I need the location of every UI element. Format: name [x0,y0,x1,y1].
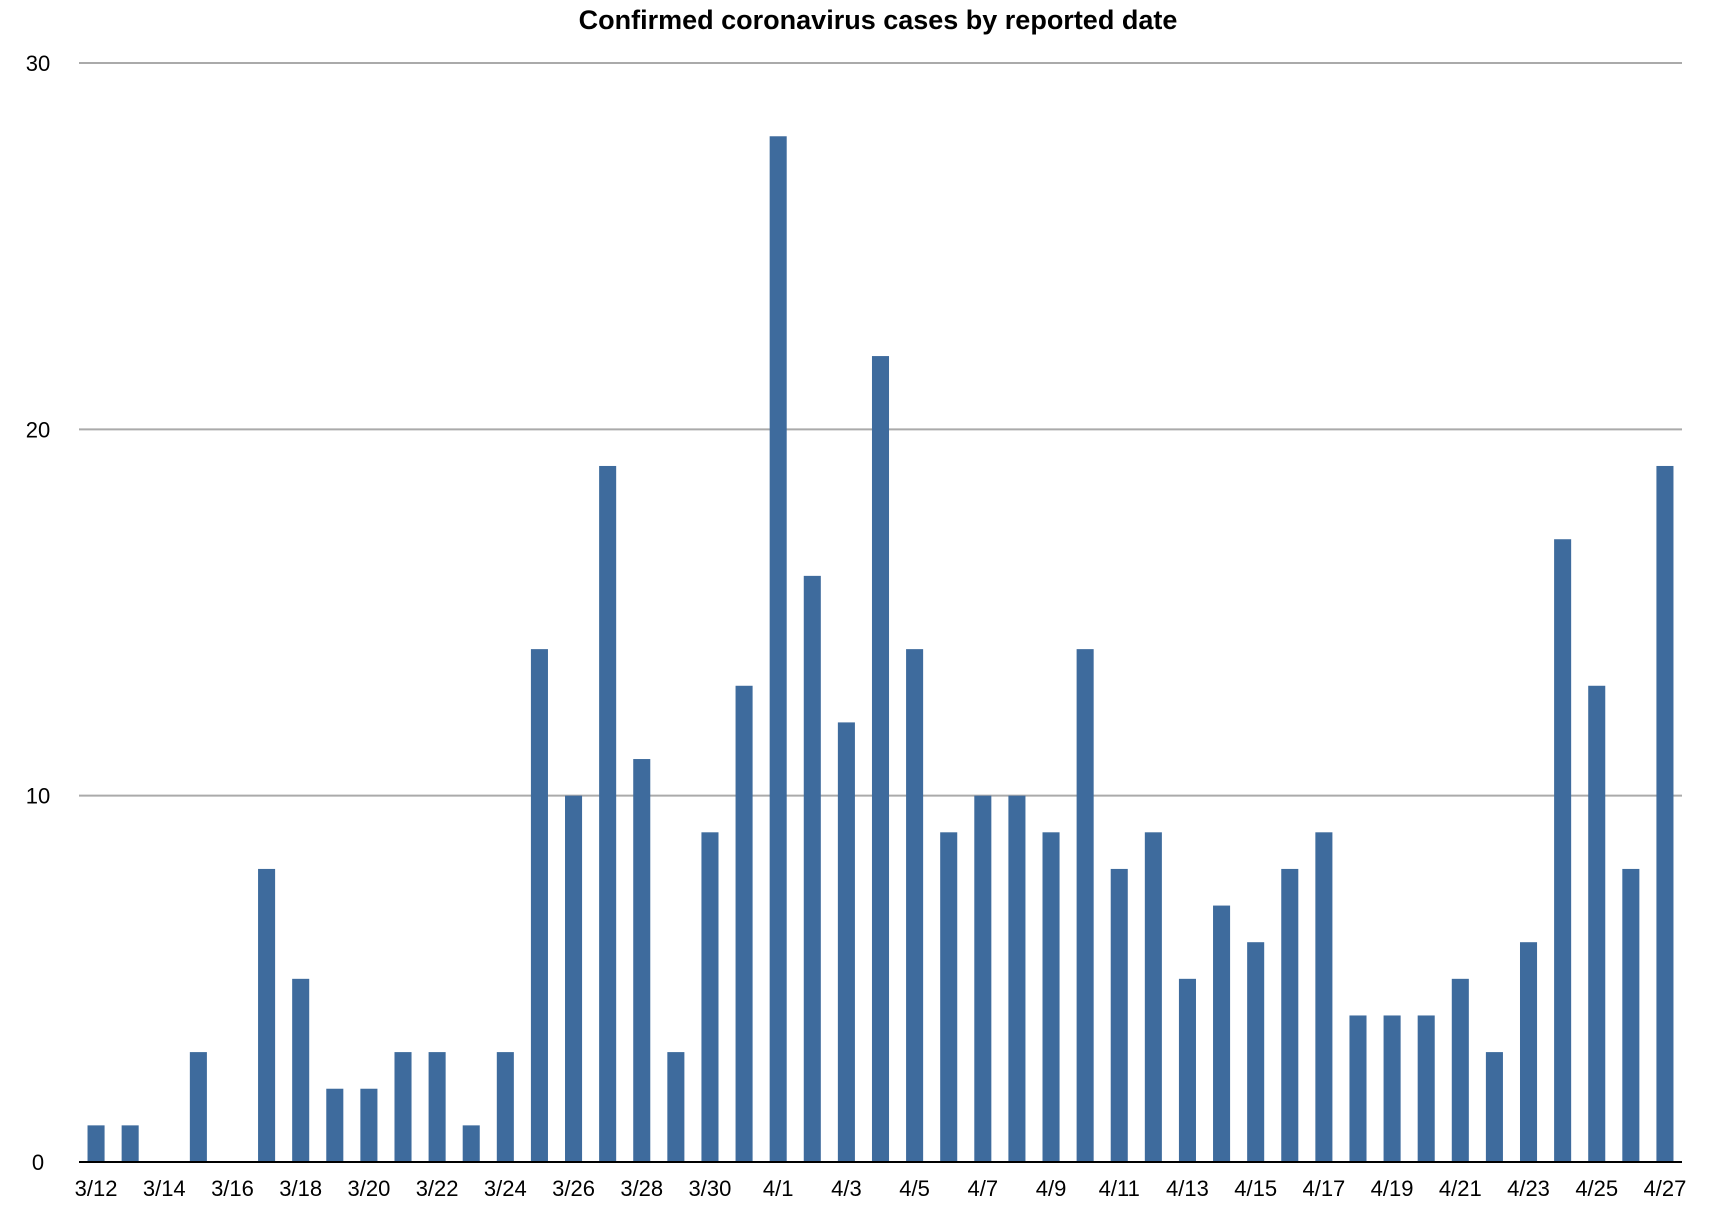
y-tick-label: 10 [26,784,50,809]
x-tick-label: 3/14 [143,1176,186,1201]
bar-4-19 [1383,1015,1401,1162]
bar-4-25 [1588,685,1606,1162]
bar-4-13 [1178,978,1196,1162]
x-tick-label: 4/27 [1644,1176,1687,1201]
y-tick-label: 0 [32,1150,44,1175]
x-tick-label: 4/17 [1302,1176,1345,1201]
x-tick-label: 4/7 [968,1176,999,1201]
bar-4-9 [1042,832,1060,1162]
x-tick-label: 3/28 [620,1176,663,1201]
x-tick-label: 3/26 [552,1176,595,1201]
bar-3-15 [189,1052,207,1162]
x-tick-label: 3/24 [484,1176,527,1201]
bar-4-10 [1076,649,1094,1162]
bar-3-26 [565,795,583,1162]
bar-4-12 [1144,832,1162,1162]
x-tick-labels: 3/12 3/14 3/16 3/18 3/20 3/22 3/24 3/26 3/28 3/30… [75,1176,1687,1201]
bar-4-8 [1008,795,1026,1162]
bar-4-5 [906,649,924,1162]
bar-3-31 [735,685,753,1162]
bar-3-22 [428,1052,446,1162]
x-tick-label: 4/9 [1036,1176,1067,1201]
bar-4-11 [1110,868,1128,1162]
bar-3-27 [599,465,617,1162]
bar-4-6 [940,832,958,1162]
bar-4-16 [1281,868,1299,1162]
x-tick-label: 3/12 [75,1176,118,1201]
x-tick-label: 4/1 [763,1176,794,1201]
bar-3-20 [360,1088,378,1162]
x-tick-label: 3/20 [347,1176,390,1201]
bar-4-26 [1622,868,1640,1162]
bar-3-24 [496,1052,514,1162]
bar-4-18 [1349,1015,1367,1162]
x-tick-label: 4/15 [1234,1176,1277,1201]
bar-4-21 [1451,978,1469,1162]
bar-3-29 [667,1052,685,1162]
bar-4-2 [803,575,821,1162]
x-tick-label: 3/18 [279,1176,322,1201]
bar-4-7 [974,795,992,1162]
bar-3-13 [121,1125,139,1162]
bar-3-18 [292,978,310,1162]
x-tick-label: 3/30 [689,1176,732,1201]
chart-title: Confirmed coronavirus cases by reported … [579,5,1178,35]
bar-4-1 [769,136,787,1163]
bar-4-23 [1519,942,1538,1162]
bar-4-15 [1247,942,1265,1162]
bar-3-23 [462,1125,480,1162]
x-tick-label: 4/3 [831,1176,862,1201]
x-tick-label: 4/23 [1507,1176,1550,1201]
x-tick-label: 4/21 [1439,1176,1482,1201]
x-tick-label: 4/5 [899,1176,930,1201]
x-tick-label: 4/19 [1371,1176,1414,1201]
bar-4-24 [1554,539,1572,1162]
x-tick-label: 4/11 [1099,1176,1140,1201]
bar-4-3 [837,722,855,1162]
bar-4-22 [1485,1052,1503,1162]
x-tick-label: 3/22 [416,1176,459,1201]
bar-3-12 [87,1125,105,1162]
y-tick-label: 30 [26,51,50,76]
bar-3-25 [530,649,548,1162]
y-tick-label: 20 [26,417,50,442]
bar-3-30 [701,832,719,1162]
bar-4-17 [1315,832,1333,1162]
bar-3-19 [326,1088,344,1162]
bar-3-21 [394,1052,412,1162]
x-tick-label: 4/25 [1575,1176,1618,1201]
bar-4-27 [1656,465,1674,1162]
bar-4-20 [1417,1015,1435,1162]
bar-3-17 [258,868,276,1162]
x-tick-label: 4/13 [1166,1176,1209,1201]
x-tick-label: 3/16 [211,1176,254,1201]
y-tick-labels: 0 10 20 30 [26,51,50,1175]
bar-4-14 [1213,905,1231,1162]
bar-4-4 [871,356,890,1163]
bar-3-28 [633,759,651,1162]
bars [87,136,1674,1163]
